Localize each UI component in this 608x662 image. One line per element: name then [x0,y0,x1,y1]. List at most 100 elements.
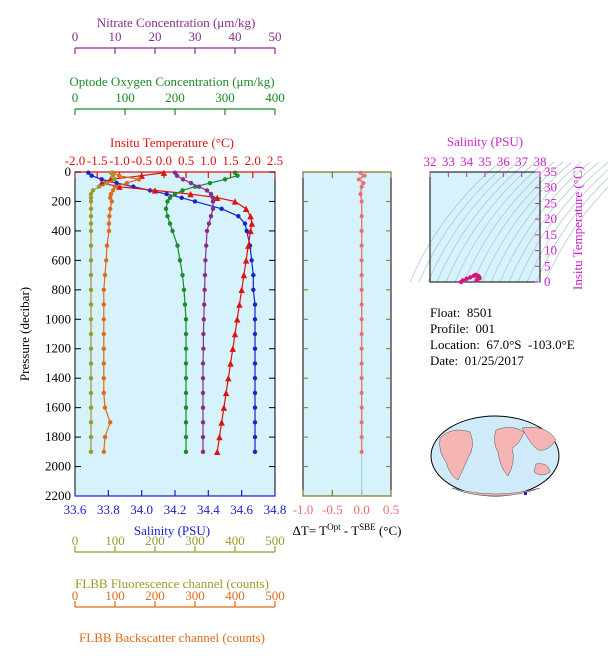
temperature-axis-tick-label: -2.0 [65,153,86,168]
temperature-axis-tick-label: 2.0 [245,153,261,168]
nitrate-point [202,272,208,278]
fluorescence-axis-tick-label: 300 [185,533,205,548]
oxygen-point [177,258,183,263]
pressure-tick-label: 600 [52,252,72,267]
fluorescence-axis-tick-label: 200 [145,533,165,548]
nitrate-point [200,405,206,410]
backscatter-point [104,258,109,263]
salinity-axis: 33.6 33.8 34.0 34.2 34.4 34.6 34.8 [64,490,286,517]
salinity-point [244,228,249,234]
salinity-point [252,346,258,351]
temperature-point [214,194,221,201]
salinity-point [99,177,104,182]
fluorescence-point [88,449,94,455]
fluorescence-point [96,184,102,189]
oxygen-point [167,195,173,200]
ts-isopycnal [472,161,564,283]
salinity-axis-tick-label: 34.2 [164,502,187,517]
nitrate-point [200,434,206,440]
fluorescence-point [88,228,94,234]
fluorescence-point [90,188,96,193]
nitrate-point [174,173,180,178]
ts-x-tick-label: 34 [460,154,474,169]
float-id: Float: 8501 [430,305,493,320]
nitrate-axis: 0 10 20 30 40 50 [72,29,282,54]
temperature-axis-tick-label: 1.5 [222,153,238,168]
nitrate-axis-tick-label: 20 [149,29,162,44]
temperature-axis-tick-label: 1.0 [200,153,216,168]
delta-t-point [359,258,364,263]
ts-y-tick-label: 0 [544,274,551,289]
delta-t-point [359,214,364,219]
delta-t-point [359,361,364,366]
ts-y-tick-label: 30 [544,180,557,195]
temperature-point [247,212,254,220]
backscatter-point [108,206,113,212]
oxygen-point [180,272,185,278]
oxygen-point [183,375,189,381]
backscatter-point [106,221,112,226]
pressure-tick-label: 1400 [45,370,71,385]
delta-t-point [356,177,361,182]
backscatter-axis-tick-label: 0 [72,588,79,603]
oxygen-point [165,213,170,219]
nitrate-point [188,180,194,186]
temperature-point [138,172,145,179]
oxygen-line [165,172,239,452]
nitrate-point [200,375,206,381]
delta-t-point [359,346,364,351]
backscatter-point [101,346,107,351]
world-map [430,415,560,497]
fluorescence-point [88,221,94,226]
backscatter-point [110,188,116,193]
ts-point [474,278,479,283]
salinity-axis-tick-label: 34.4 [197,502,220,517]
backscatter-point [101,361,107,366]
backscatter-axis: 0 100 200 300 400 500 [72,588,285,608]
nitrate-point [203,258,208,263]
delta-t-point [359,317,364,322]
ts-isopycnal [535,177,608,283]
delta-t-point [359,435,364,440]
ts-x-tick-label: 32 [424,154,437,169]
pressure-axis-label: Pressure (decibar) [17,287,32,381]
oxygen-point [183,405,189,410]
temperature-point [247,227,254,235]
delta-t-point [359,302,364,307]
temperature-point [245,242,252,249]
fluorescence-point [88,405,94,410]
salinity-point [252,331,258,337]
fluorescence-axis-tick-label: 400 [225,533,245,548]
ts-isopycnal [409,161,501,283]
nitrate-line [174,172,214,452]
temperature-line [99,172,253,452]
pressure-tick-label: 1200 [45,341,71,356]
delta-t-tick-label: -0.5 [322,502,343,517]
oxygen-point [167,221,173,226]
salinity-point [252,434,258,440]
salinity-axis-tick-label: 33.8 [97,502,120,517]
pressure-tick-label: 2200 [45,488,71,503]
fluorescence-axis-tick-label: 0 [72,533,79,548]
temperature-point [242,257,250,264]
nitrate-point [204,188,210,193]
backscatter-axis-tick-label: 100 [105,588,125,603]
temperature-point [248,220,256,227]
temperature-point [225,374,232,382]
ts-x-tick-label: 36 [497,154,511,169]
salinity-point [252,405,258,410]
salinity-point [179,195,184,200]
fluorescence-point [88,287,94,293]
temperature-point [116,183,123,190]
nitrate-point [201,346,206,351]
delta-t-plot-area [302,171,392,497]
oxygen-point [181,287,187,293]
ts-isopycnal [454,161,546,283]
oxygen-axis-tick-label: 0 [72,90,79,105]
nitrate-point [206,221,212,226]
pressure-tick-label: 0 [65,164,72,179]
salinity-point [86,170,91,175]
delta-t-point [359,405,364,410]
pressure-axis: 0 200 400 600 800 1000 1200 1400 1600 1800 2000 220… [45,164,275,503]
